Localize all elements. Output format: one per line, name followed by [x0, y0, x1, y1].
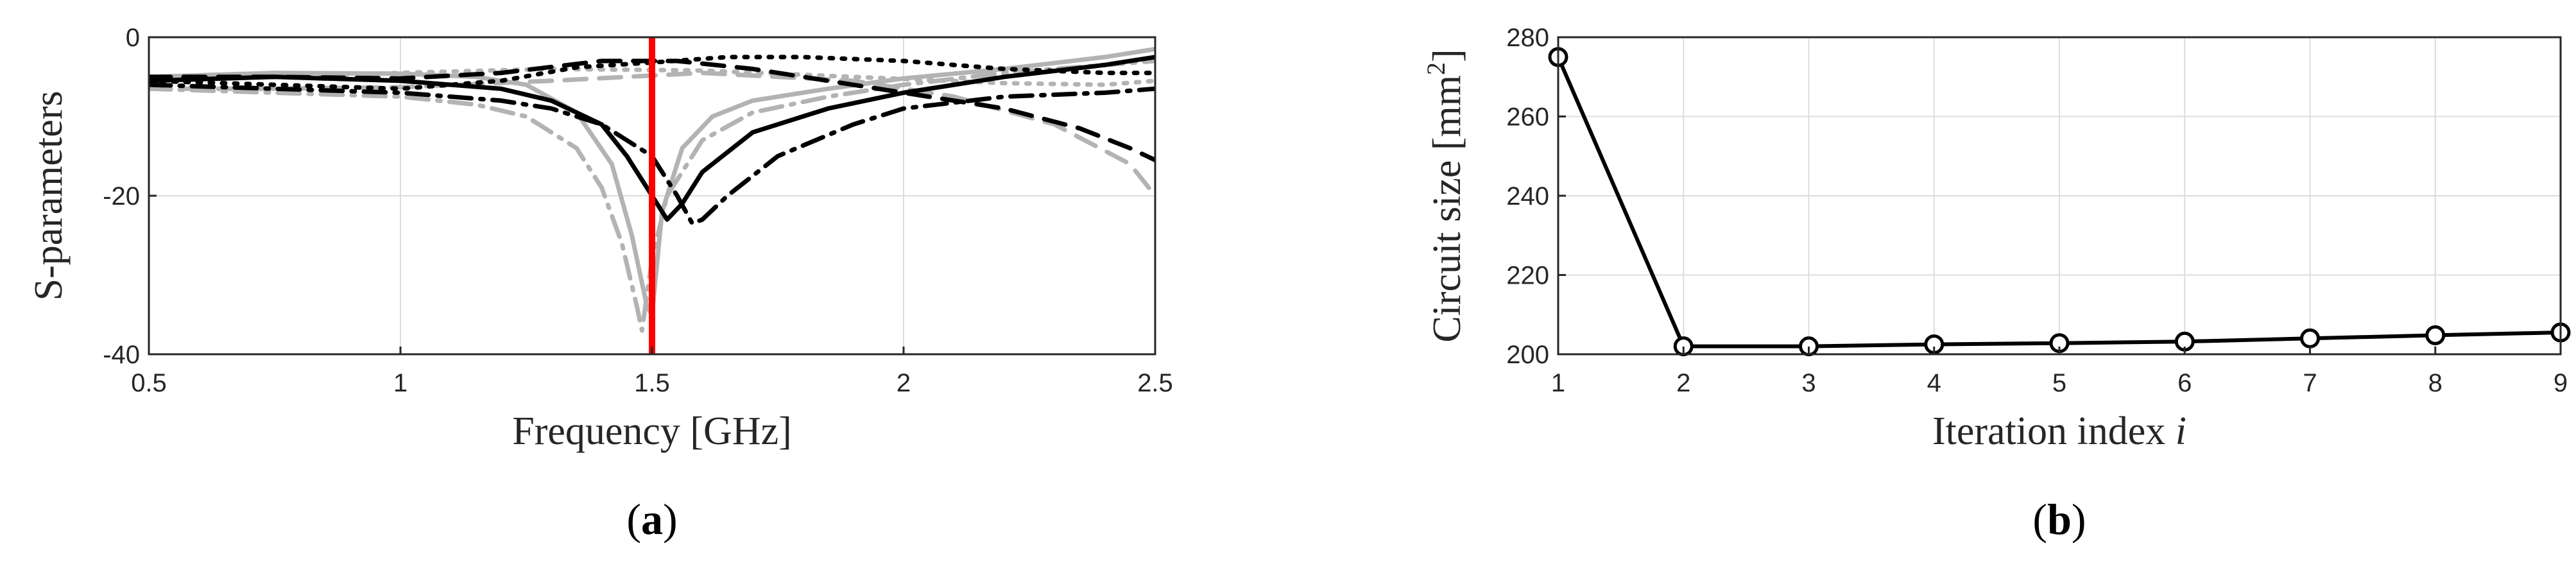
chart-a-series-4-line	[149, 55, 1155, 222]
panel-label-b: (b)	[2032, 495, 2086, 544]
panel-label-b-close: )	[2072, 495, 2086, 544]
chart-b-y-axis-label-sup: 2	[1421, 62, 1450, 75]
chart-b-y-tick-label-4: 280	[1506, 24, 1549, 52]
panel-label-a-close: )	[663, 495, 678, 544]
panel-label-b-open: (	[2032, 495, 2047, 544]
chart-b-y-axis-label-main: Circuit size [mm	[1425, 75, 1469, 343]
chart-b-x-tick-label-5: 6	[2177, 369, 2192, 397]
chart-b-y-tick-label-0: 200	[1506, 341, 1549, 369]
chart-a-series-1-line	[149, 58, 1155, 333]
chart-a-y-tick-labels: -40 -20 0	[103, 24, 157, 369]
chart-b-x-tick-label-3: 4	[1927, 369, 1941, 397]
chart-b-x-tick-label-7: 8	[2428, 369, 2443, 397]
chart-b-y-axis-label: Circuit size [mm2]	[1421, 49, 1469, 342]
panel-label-b-letter: b	[2047, 495, 2072, 544]
panel-label-a-letter: a	[641, 495, 663, 544]
chart-b-x-tick-label-6: 7	[2303, 369, 2317, 397]
chart-b-x-tick-labels: 1 2 3 4 5 6 7 8 9	[1551, 347, 2568, 397]
chart-b-series-0-point-7	[2425, 325, 2446, 345]
chart-a-x-tick-label-1: 1	[393, 369, 408, 397]
chart-a-series-5-line	[149, 82, 1155, 226]
chart-a-x-tick-label-2: 1.5	[634, 369, 670, 397]
panel-label-a-open: (	[626, 495, 641, 544]
chart-b-grid	[1558, 37, 2561, 355]
chart-b-x-axis-label: Iteration index i	[1932, 409, 2186, 453]
chart-b-x-tick-label-8: 9	[2554, 369, 2568, 397]
chart-b-x-tick-label-0: 1	[1551, 369, 1565, 397]
chart-b-y-axis-label-close: ]	[1425, 49, 1469, 62]
chart-b-x-axis-label-main: Iteration index	[1932, 409, 2176, 453]
chart-a-series-3-line	[149, 71, 1155, 198]
chart-b-y-tick-label-1: 220	[1506, 262, 1549, 290]
chart-a-series-6-line	[149, 55, 1155, 91]
chart-b-x-axis-label-italic: i	[2176, 409, 2186, 453]
chart-b-x-tick-label-2: 3	[1801, 369, 1816, 397]
chart-a-y-tick-label-1: -20	[103, 182, 140, 210]
chart-a-series-2-line	[149, 66, 1155, 87]
chart-a-x-tick-label-3: 2	[897, 369, 911, 397]
chart-b-x-tick-label-1: 2	[1676, 369, 1690, 397]
panel-label-a: (a)	[626, 495, 677, 544]
chart-a-x-tick-label-4: 2.5	[1137, 369, 1173, 397]
chart-a-x-tick-label-0: 0.5	[131, 369, 167, 397]
chart-b-x-tick-label-4: 5	[2052, 369, 2066, 397]
chart-b-y-tick-label-3: 260	[1506, 103, 1549, 132]
chart-a: 0.5 1 1.5 2 2.5 -40 -20 0 Frequency [GHz] S-pa…	[27, 24, 1173, 544]
chart-a-y-tick-label-0: -40	[103, 341, 140, 369]
chart-b-series-0-point-6	[2300, 328, 2320, 348]
chart-b-y-tick-label-2: 240	[1506, 182, 1549, 210]
chart-a-y-axis-label: S-parameters	[27, 90, 71, 300]
chart-a-y-tick-label-2: 0	[126, 24, 140, 52]
chart-a-x-tick-labels: 0.5 1 1.5 2 2.5	[131, 347, 1173, 397]
chart-a-series-7-line	[149, 58, 1155, 162]
chart-b: 1 2 3 4 5 6 7 8 9 200 220 240 260 280 Iteration inde…	[1421, 24, 2571, 544]
chart-a-x-axis-label: Frequency [GHz]	[512, 409, 792, 453]
chart-b-y-tick-labels: 200 220 240 260 280	[1506, 24, 1566, 369]
